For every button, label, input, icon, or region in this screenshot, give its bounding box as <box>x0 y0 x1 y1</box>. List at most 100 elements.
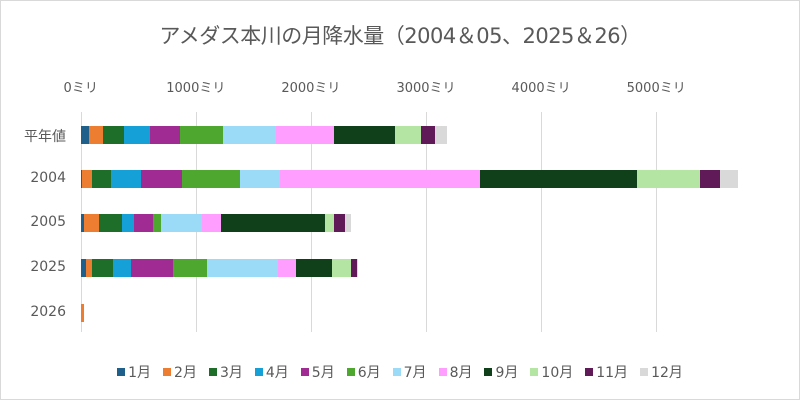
bar-segment <box>88 126 103 144</box>
bar-segment <box>160 214 202 232</box>
legend-item: 12月 <box>640 362 683 382</box>
bar-segment <box>179 126 223 144</box>
stacked-bar <box>80 304 84 322</box>
category-label: 2004 <box>30 170 66 186</box>
bar-segment <box>480 170 638 188</box>
legend-item: 6月 <box>346 362 381 382</box>
legend-swatch-icon <box>392 368 401 376</box>
category-label: 2026 <box>30 304 66 320</box>
bar-segment <box>345 214 352 232</box>
category-label: 2005 <box>30 214 66 230</box>
bar-segment <box>149 126 180 144</box>
legend-swatch-icon <box>640 368 649 376</box>
category-label: 2025 <box>30 259 66 275</box>
bar-segment <box>719 170 738 188</box>
legend-label: 12月 <box>651 365 683 381</box>
bar-segment <box>181 170 241 188</box>
bar-segment <box>133 214 153 232</box>
legend-item: 1月 <box>117 362 151 382</box>
bar-segment <box>85 259 92 277</box>
bar-segment <box>80 259 86 277</box>
bar-segment <box>295 259 333 277</box>
legend-label: 5月 <box>311 365 335 381</box>
bar-segment <box>435 126 447 144</box>
bar-segment <box>122 214 134 232</box>
bar-segment <box>110 170 142 188</box>
bar-segment <box>421 126 436 144</box>
bar-segment <box>637 170 700 188</box>
legend: 1月 2月 3月 4月 5月 6月 7月 8月 9月 10月 11月 12月 <box>0 362 800 382</box>
legend-item: 9月 <box>484 362 518 382</box>
bar-segment <box>699 170 720 188</box>
legend-label: 3月 <box>219 365 243 381</box>
bar-segment <box>220 214 326 232</box>
bar-segment <box>325 214 335 232</box>
bar-segment <box>172 259 207 277</box>
legend-swatch-icon <box>117 368 126 376</box>
bar-segment <box>141 170 182 188</box>
bar-segment <box>332 259 351 277</box>
bar-segment <box>356 259 359 277</box>
bar-segment <box>275 126 334 144</box>
legend-swatch-icon <box>254 368 263 376</box>
x-tick-label: 4000ミリ <box>511 81 571 96</box>
legend-swatch-icon <box>438 368 447 376</box>
bar-segment <box>82 170 92 188</box>
bar-segment <box>91 259 114 277</box>
bar-segment <box>240 170 280 188</box>
bar-segment <box>98 214 123 232</box>
legend-item: 11月 <box>585 362 628 382</box>
legend-label: 1月 <box>128 365 152 381</box>
bar-segment <box>152 214 161 232</box>
bar-segment <box>91 170 111 188</box>
legend-label: 9月 <box>495 365 519 381</box>
bar-segment <box>123 126 150 144</box>
legend-item: 10月 <box>530 362 573 382</box>
bar-segment <box>201 214 221 232</box>
stacked-bar <box>80 214 352 232</box>
bar-segment <box>333 126 396 144</box>
legend-label: 11月 <box>596 365 629 381</box>
legend-label: 7月 <box>403 365 427 381</box>
x-tick-label: 1000ミリ <box>166 81 226 96</box>
gridline <box>541 112 542 332</box>
bar-segment <box>206 259 278 277</box>
bar-segment <box>80 126 89 144</box>
legend-swatch-icon <box>163 368 172 376</box>
bar-segment <box>80 170 83 188</box>
bar-segment <box>80 304 82 322</box>
legend-swatch-icon <box>585 368 594 376</box>
stacked-bar <box>80 259 359 277</box>
legend-swatch-icon <box>208 368 217 376</box>
legend-label: 4月 <box>265 365 289 381</box>
x-tick-label: 3000ミリ <box>396 81 456 96</box>
bar-segment <box>334 214 346 232</box>
legend-swatch-icon <box>346 368 355 376</box>
x-tick-label: 2000ミリ <box>281 81 341 96</box>
legend-item: 2月 <box>163 362 197 382</box>
x-tick-label: 0ミリ <box>63 81 98 96</box>
legend-label: 6月 <box>357 365 381 381</box>
chart-title: アメダス本川の月降水量（2004＆05、2025＆26） <box>159 24 641 48</box>
legend-item: 4月 <box>254 362 289 382</box>
stacked-bar <box>80 170 738 188</box>
bar-segment <box>80 214 85 232</box>
legend-swatch-icon <box>530 368 539 376</box>
legend-item: 5月 <box>300 362 335 382</box>
bar-segment <box>280 170 481 188</box>
bar-segment <box>113 259 132 277</box>
legend-swatch-icon <box>300 368 309 376</box>
gridline <box>656 112 657 332</box>
category-label: 平年値 <box>24 129 66 145</box>
legend-item: 7月 <box>392 362 427 382</box>
x-tick-label: 5000ミリ <box>626 81 686 96</box>
bar-segment <box>350 259 357 277</box>
bar-segment <box>222 126 276 144</box>
bar-segment <box>131 259 173 277</box>
bar-segment <box>395 126 422 144</box>
legend-label: 2月 <box>174 365 197 381</box>
legend-swatch-icon <box>484 368 493 376</box>
legend-item: 3月 <box>208 362 243 382</box>
bar-segment <box>84 214 99 232</box>
legend-label: 10月 <box>541 365 574 381</box>
